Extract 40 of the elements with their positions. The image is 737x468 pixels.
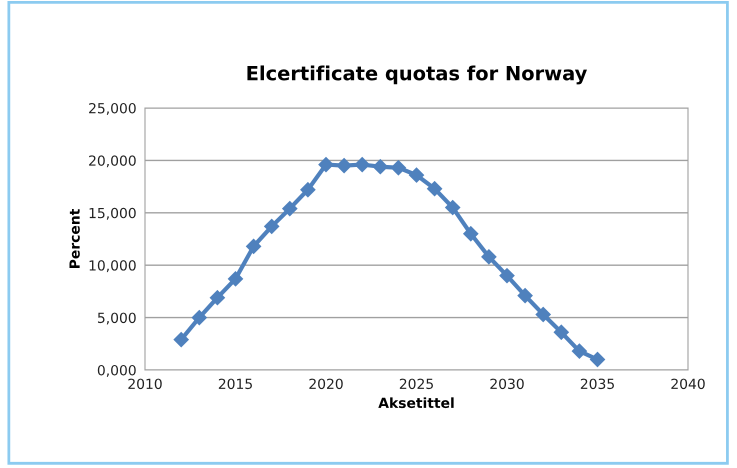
point <box>192 310 207 326</box>
point <box>518 288 533 304</box>
x-tick-label: 2025 <box>400 378 433 390</box>
x-tick-label: 2035 <box>580 378 614 390</box>
point <box>554 324 569 340</box>
x-tick-label: 2030 <box>490 378 524 390</box>
y-tick-label: 25,000 <box>89 102 136 115</box>
x-tick-label: 2040 <box>671 378 705 390</box>
point <box>427 181 442 196</box>
y-axis-title: Percent <box>70 209 80 268</box>
y-tick-label: 20,000 <box>89 155 136 168</box>
point <box>390 160 406 176</box>
x-axis-title: Aksetittel <box>378 397 454 408</box>
chart-title: Elcertificate quotas for Norway <box>247 65 587 84</box>
point <box>590 352 606 368</box>
point <box>408 168 424 183</box>
point <box>572 344 587 359</box>
y-tick-label: 15,000 <box>90 208 136 220</box>
point <box>174 332 189 348</box>
point <box>499 268 515 284</box>
x-tick-label: 2015 <box>218 378 252 390</box>
point <box>282 201 298 216</box>
y-tick-label: 0,000 <box>98 364 136 377</box>
point <box>246 238 262 254</box>
point <box>463 226 478 242</box>
y-tick-label: 10,000 <box>90 260 136 272</box>
point <box>481 249 496 264</box>
point <box>300 182 316 198</box>
point <box>228 271 244 286</box>
point <box>336 158 352 174</box>
point <box>536 306 551 322</box>
point <box>264 218 280 234</box>
x-tick-label: 2020 <box>309 378 343 390</box>
point <box>210 290 225 306</box>
point <box>372 159 388 174</box>
y-tick-label: 5,000 <box>98 312 136 324</box>
point <box>445 200 460 216</box>
point <box>318 157 334 172</box>
x-tick-label: 2010 <box>128 378 162 390</box>
point <box>354 157 370 172</box>
